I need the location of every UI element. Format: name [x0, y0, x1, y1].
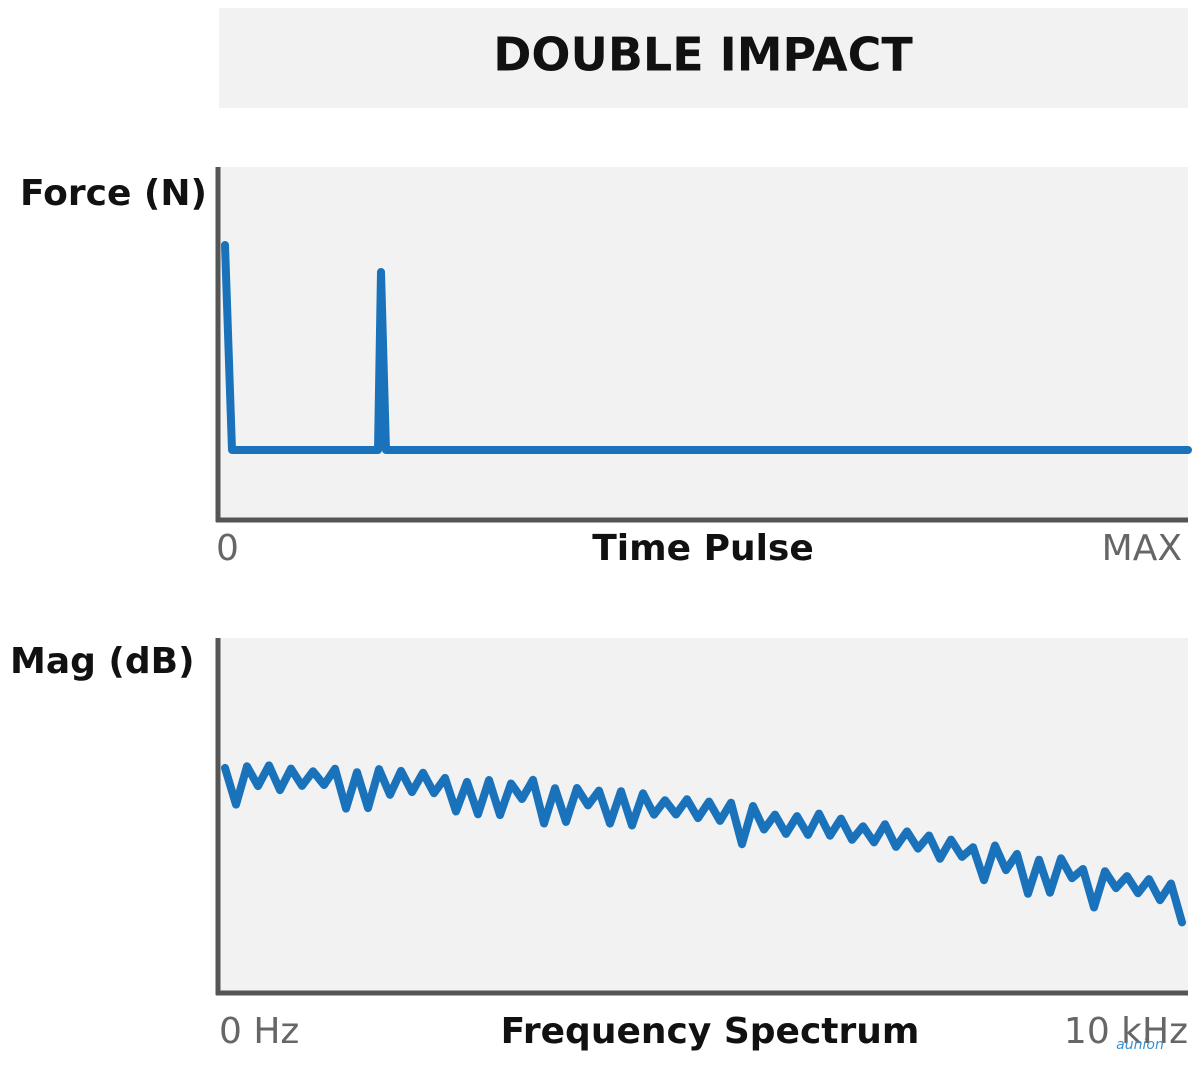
spectrum-curve [221, 761, 1186, 927]
x-start: 0 Hz [219, 1011, 299, 1052]
panel-bg [219, 167, 1188, 520]
title: DOUBLE IMPACT [493, 28, 913, 82]
y-label: Force (N) [20, 173, 207, 214]
x-end: MAX [1102, 528, 1182, 569]
x-end: 10 kHz [1064, 1011, 1188, 1052]
force-curve [221, 241, 1192, 454]
x-label: Time Pulse [592, 528, 814, 569]
y-label: Mag (dB) [10, 641, 195, 682]
watermark: aunion [1116, 1037, 1164, 1053]
x-label: Frequency Spectrum [501, 1011, 920, 1052]
x-start: 0 [216, 528, 239, 569]
title-box [219, 8, 1188, 108]
